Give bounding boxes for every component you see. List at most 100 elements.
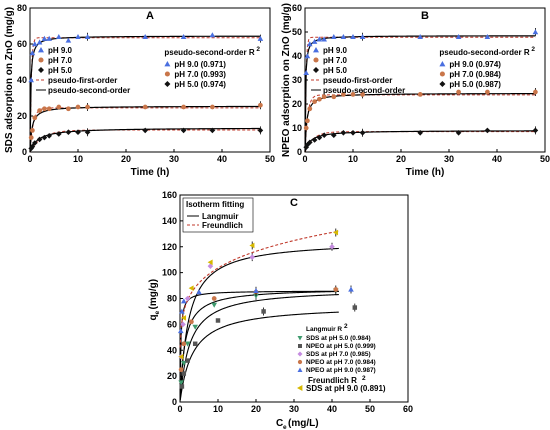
c-series-3-point [181, 341, 187, 347]
a-y-tick-label: 20 [17, 111, 27, 121]
a-series-0-point [180, 34, 187, 40]
a-series-0-point [209, 32, 216, 38]
a-series-1-point [30, 128, 35, 133]
a-x-tick-label: 0 [27, 154, 32, 164]
b-y-tick-label: 30 [292, 75, 302, 85]
a-series-2-point [36, 136, 43, 143]
c-series-3-point [333, 287, 339, 292]
c-series-3-point [211, 296, 217, 301]
a-legend-pso-label: pseudo-second-order [48, 86, 130, 95]
a-series-2-point [142, 127, 148, 134]
b-x-tick-label: 30 [444, 154, 454, 164]
c-y-tick-label: 160 [162, 190, 177, 200]
b-r2-legend-title-sup: 2 [531, 46, 535, 53]
c-series-4-point [348, 286, 354, 292]
b-y-tick-label: 60 [292, 3, 302, 13]
a-series-0-point [142, 34, 148, 40]
b-series-2-point [304, 142, 311, 148]
c-y-tick-label: 140 [162, 216, 177, 226]
b-r2-legend-marker-2 [439, 81, 446, 87]
b-r2-legend-label-2: pH 5.0 (0.987) [449, 80, 501, 89]
c-series-0-point [178, 380, 184, 386]
a-r2-legend-label-0: pH 9.0 (0.971) [174, 60, 226, 69]
c-lang-legend-title-sup: 2 [344, 323, 348, 330]
a-series-1-point [75, 104, 81, 110]
b-r2-legend-label-1: pH 7.0 (0.984) [449, 70, 501, 79]
c-title: C [290, 197, 298, 209]
a-legend-label-0: pH 9.0 [48, 46, 73, 55]
b-series-1-point [307, 106, 313, 112]
c-lang-legend-marker-4 [297, 367, 303, 372]
a-y-tick-label: 60 [17, 39, 27, 49]
b-series-0-point [311, 38, 318, 44]
c-x-tick-label: 10 [213, 404, 223, 414]
c-lang-legend-title: Langmuir R [306, 326, 342, 333]
c-series-2-point [249, 254, 255, 260]
a-r2-legend-label-1: pH 7.0 (0.993) [174, 70, 226, 79]
a-series-2-point [29, 143, 36, 150]
c-x-tick-label: 0 [177, 404, 182, 414]
b-series-0-point [532, 29, 539, 35]
b-series-1-point [341, 92, 346, 97]
b-series-1-point [350, 92, 356, 97]
a-series-2-point [84, 129, 91, 135]
a-series-2-point [257, 127, 264, 134]
a-series-0-point [46, 35, 52, 41]
b-series-0-point [321, 36, 327, 42]
c-series-2-fit-curve [179, 247, 339, 399]
c-lang-legend-marker-3 [297, 359, 303, 365]
a-series-0-point [257, 35, 264, 41]
a-title: A [146, 10, 154, 22]
a-legend-marker-2 [38, 67, 44, 73]
a-r2-legend-title-sup: 2 [256, 46, 260, 53]
a-x-tick-label: 40 [217, 154, 227, 164]
c-series-4-point [179, 308, 185, 314]
c-series-4-point [181, 298, 187, 304]
a-series-1-point [46, 106, 52, 112]
c-series-3-point [189, 319, 194, 325]
c-series-3-fit-curve [179, 290, 339, 398]
c-y-tick-label: 120 [162, 242, 177, 252]
b-r2-legend-title: pseudo-second-order R [439, 48, 529, 57]
a-series-0-point [36, 39, 43, 45]
b-series-2-point [484, 127, 491, 134]
a-series-1-point [28, 135, 34, 140]
a-r2-legend-marker-1 [164, 71, 170, 77]
b-x-axis-label: Time (h) [406, 167, 445, 178]
b-legend-marker-0 [313, 47, 319, 53]
b-series-2-point [350, 130, 356, 136]
a-series-2-point [180, 127, 187, 134]
b-series-2-point [455, 130, 462, 136]
c-series-0-point [253, 293, 259, 299]
c-series-0-point [184, 341, 191, 347]
b-y-tick-label: 40 [292, 51, 302, 61]
a-series-2-point [75, 129, 81, 135]
c-series-0-fit-curve [179, 294, 339, 400]
c-series-4-fit-curve [179, 290, 339, 380]
a-legend-pfo-label: pseudo-first-order [48, 76, 117, 85]
b-series-1-point [456, 89, 461, 95]
c-series-0-point [181, 360, 187, 366]
a-legend-label-2: pH 5.0 [48, 66, 73, 75]
a-series-0-point [65, 37, 72, 43]
b-series-1-point [305, 118, 310, 124]
b-series-0-point [350, 34, 356, 40]
c-series-4-point [196, 289, 202, 295]
b-y-tick-label: 10 [292, 123, 302, 133]
c-series-2-point [207, 263, 214, 269]
b-series-0-point [307, 41, 313, 47]
a-series-1-point [32, 115, 38, 121]
b-series-0-point [303, 70, 309, 76]
b-series-2-point [311, 137, 318, 143]
c-series-1-point [215, 318, 221, 323]
b-y-tick-label: 0 [297, 147, 302, 157]
c-series-2-point [180, 321, 186, 328]
b-r2-legend-marker-0 [439, 61, 446, 67]
a-x-tick-label: 20 [121, 154, 131, 164]
a-series-2-pfo-curve [29, 129, 261, 153]
c-y-tick-label: 0 [172, 397, 177, 407]
c-series-1-fit-curve [179, 311, 339, 401]
c-series-1-point [179, 384, 185, 389]
c-series-5-point [188, 285, 194, 291]
a-series-1-point [181, 104, 186, 110]
